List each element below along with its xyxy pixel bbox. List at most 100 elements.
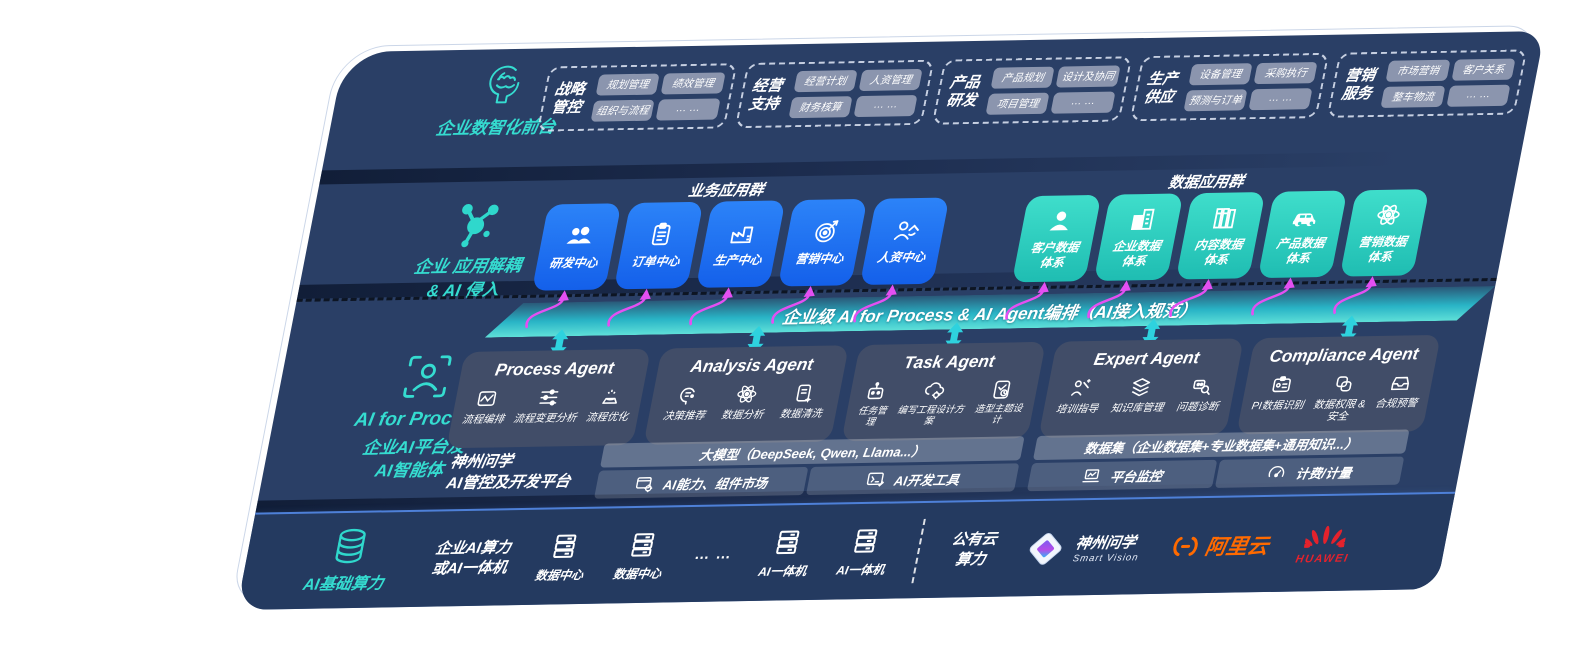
- head-chip-icon: [675, 384, 701, 406]
- alert-tray-icon: [1387, 371, 1413, 393]
- ai-market-cell: AI能力、组件市场: [593, 466, 808, 499]
- group-product: 产品研发 产品规划 设计及协同 项目管理 … …: [931, 56, 1133, 125]
- chip: … …: [1248, 88, 1313, 111]
- platform-label: 神州问学 AI管控及开发平台: [444, 452, 573, 492]
- building-icon: [1127, 205, 1158, 232]
- chip: … …: [655, 98, 721, 121]
- aliyun-bracket-icon: [1168, 535, 1202, 558]
- data-apps-title: 数据应用群: [1166, 173, 1246, 192]
- chip: 设计及协同: [1056, 65, 1121, 88]
- agent-boxes: Process Agent 流程编排 流程变更分析 流程优化 Analysis …: [446, 334, 1441, 449]
- chip: 绩效管理: [660, 72, 726, 95]
- main-panel: 企业数智化前台 战略管控 规划管理 绩效管理 组织与流程 … … 经营支持 经营…: [236, 31, 1545, 610]
- devtools-icon: [863, 470, 887, 490]
- chip: 经营计划: [793, 70, 858, 93]
- platform-row: 神州问学 AI管控及开发平台 大模型（DeepSeek, Qwen, Llama…: [443, 429, 1410, 501]
- app-card-hr: 人资中心: [859, 197, 950, 286]
- chip: … …: [1446, 84, 1511, 107]
- infra-band: AI基础算力 企业AI算力 或AI一体机 数据中心 数据中心 … … AI一体机…: [236, 491, 1456, 610]
- model-group: 大模型（DeepSeek, Qwen, Llama...） AI能力、组件市场 …: [593, 436, 1025, 499]
- business-apps-title: 业务应用群: [686, 181, 766, 201]
- person-scan-icon: [395, 350, 459, 403]
- gauge-icon: [1265, 463, 1289, 483]
- doc-clean-icon: [792, 382, 818, 404]
- dataset-group: 数据集（企业数据集+专业数据集+通用知识...） 平台监控 计费/计量: [1026, 429, 1410, 492]
- group-operation: 经营支持 经营计划 人资管理 财务核算 … …: [734, 59, 935, 129]
- mentor-icon: [1068, 377, 1094, 399]
- agent-expert: Expert Agent 培训指导 知识库管理 问题诊断: [1038, 338, 1244, 439]
- chip: 预测与订单: [1183, 89, 1248, 112]
- server-icon: [547, 530, 583, 561]
- ai-appliance-node: AI一体机: [835, 525, 893, 578]
- server-icon: [770, 527, 806, 558]
- public-cloud-label: 公有云 算力: [950, 530, 999, 568]
- smart-vision-diamond-icon: [1021, 527, 1071, 570]
- compute-label: 企业AI算力 或AI一体机: [430, 539, 513, 578]
- app-card-rd: 研发中心: [531, 203, 622, 291]
- app-card-production: 生产中心: [695, 200, 786, 288]
- ai-appliance-node: AI一体机: [757, 526, 815, 579]
- clipboard-icon: [645, 221, 676, 248]
- factory-icon: [726, 220, 759, 247]
- datacenter-node: 数据中心: [534, 530, 592, 583]
- sliders-icon: [536, 386, 562, 408]
- dataset-bar: 数据集（企业数据集+专业数据集+通用知识...）: [1032, 429, 1410, 461]
- datacenter-node: 数据中心: [612, 529, 670, 582]
- head-brain-icon: [473, 63, 534, 112]
- front-groups: 战略管控 规划管理 绩效管理 组织与流程 … … 经营支持 经营计划 人资管理 …: [536, 49, 1528, 132]
- data-app-cards: 客户数据 体系 企业数据 体系 内容数据 体系: [1011, 189, 1430, 283]
- card-check-icon: [989, 378, 1015, 400]
- server-icon: [848, 525, 884, 556]
- huawei-logo: HUAWEI: [1294, 521, 1355, 566]
- huawei-flower-icon: [1303, 522, 1350, 553]
- molecule-icon: [445, 199, 507, 250]
- agent-process: Process Agent 流程编排 流程变更分析 流程优化: [446, 348, 652, 449]
- diagnose-icon: [1188, 375, 1214, 397]
- group-marketing: 营销服务 市场营销 客户关系 整车物流 … …: [1327, 49, 1528, 118]
- billing-cell: 计费/计量: [1214, 456, 1405, 488]
- app-card-order: 订单中心: [613, 201, 704, 290]
- chip: 市场营销: [1385, 59, 1451, 82]
- tier-separator: [319, 149, 1522, 185]
- id-card-icon: [1269, 373, 1295, 395]
- ai-process-layer-label: AI for Process 企业AI平台及 AI智能体: [307, 349, 533, 484]
- group-strategy: 战略管控 规划管理 绩效管理 组织与流程 … …: [536, 63, 738, 132]
- smart-vision-logo: 神州问学 Smart Vision: [1021, 526, 1145, 570]
- chip: 客户关系: [1451, 58, 1516, 81]
- robot-icon: [863, 381, 889, 403]
- atom-icon: [1373, 201, 1404, 228]
- front-layer-label: 企业数智化前台: [393, 61, 608, 141]
- chip: 整车物流: [1380, 85, 1446, 108]
- books-icon: [1209, 204, 1240, 231]
- database-icon: [325, 527, 377, 568]
- agent-compliance: Compliance Agent PI数据识别 数据权限 & 安全 合规预警: [1235, 334, 1441, 435]
- infra-label: AI基础算力: [301, 526, 394, 595]
- chip: 采购执行: [1253, 62, 1318, 85]
- data-card-enterprise: 企业数据 体系: [1093, 193, 1184, 281]
- data-card-product: 产品数据 体系: [1257, 190, 1348, 279]
- atom-small-icon: [733, 383, 759, 405]
- aliyun-logo: 阿里云: [1168, 529, 1272, 561]
- agent-task: Task Agent 任务管理 编写工程设计方案 造型主题设计: [841, 341, 1047, 442]
- app-card-marketing: 营销中心: [777, 198, 868, 287]
- business-app-cards: 研发中心 订单中心 生产中心: [531, 197, 950, 291]
- chip: 财务核算: [788, 96, 853, 119]
- market-icon: [632, 474, 656, 494]
- chip: 项目管理: [985, 92, 1051, 115]
- chip: … …: [853, 95, 918, 118]
- cloud-gear-icon: [920, 380, 948, 402]
- data-card-marketing: 营销数据 体系: [1339, 189, 1430, 277]
- chip: 产品规划: [990, 66, 1056, 89]
- decouple-layer-label: 企业 应用解耦 & AI 侵入: [356, 198, 586, 304]
- car-icon: [1289, 202, 1324, 229]
- server-icon: [625, 529, 661, 560]
- chip: … …: [1050, 91, 1116, 114]
- chip: 规划管理: [595, 73, 660, 96]
- dev-tools-cell: AI开发工具: [805, 463, 1020, 496]
- chip: 组织与流程: [590, 99, 655, 122]
- monitor-icon: [1079, 466, 1103, 486]
- orchestration-band-title: 企业级 AI for Process & AI Agent编排（AI接入规范）: [780, 300, 1199, 327]
- target-icon: [809, 218, 840, 245]
- ellipsis-label: … …: [693, 545, 734, 564]
- books-card-content: 内容数据 体系: [1175, 191, 1266, 280]
